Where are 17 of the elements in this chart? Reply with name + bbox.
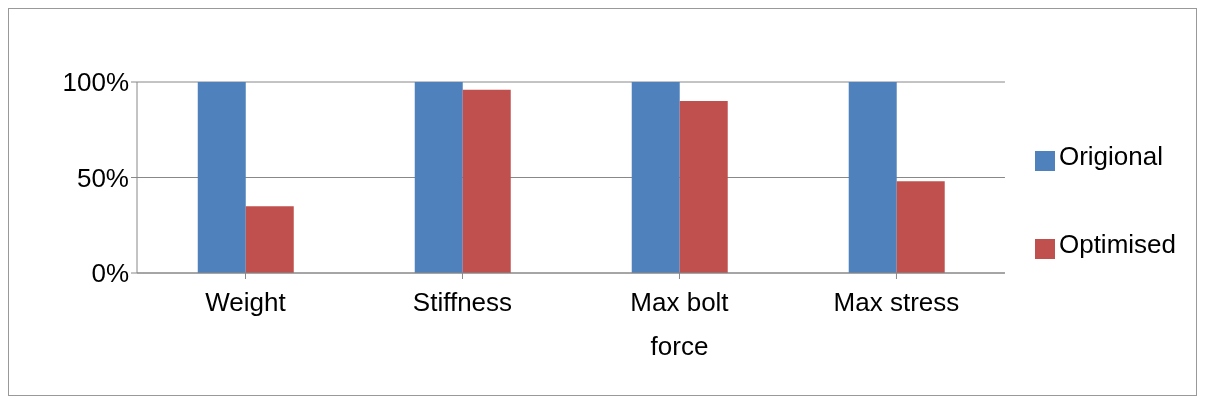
bar [848,82,897,273]
y-tick-label: 0% [91,258,129,289]
bar [245,206,294,273]
x-tick-label: Max stress [833,287,960,317]
bar [631,82,680,273]
x-tick-label: Stiffness [412,287,513,317]
bar [197,82,246,273]
bar [462,89,511,273]
x-tick-label: Weight [205,287,287,317]
bar [679,101,728,273]
legend-label: Optimised [1058,229,1176,259]
y-tick-label: 50% [76,162,129,193]
legend-label: Origional [1058,141,1164,171]
x-tick-label: Max bolt force [630,287,730,361]
y-tick-label: 100% [62,67,129,98]
bar [896,181,945,273]
bar [414,82,463,273]
